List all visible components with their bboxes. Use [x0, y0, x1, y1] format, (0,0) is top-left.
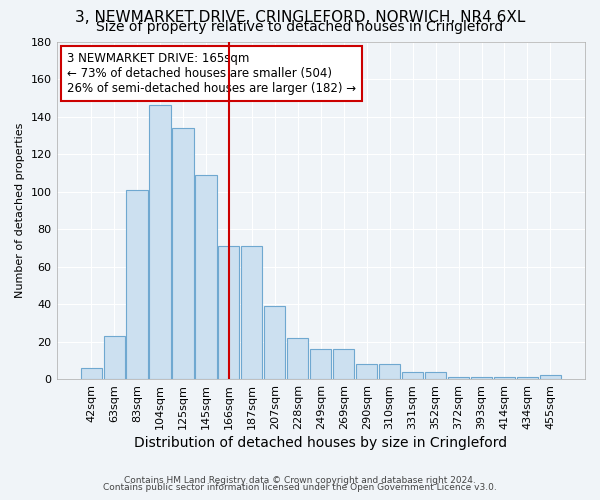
- Bar: [310, 349, 331, 379]
- Bar: [333, 349, 354, 379]
- Bar: [80, 368, 101, 379]
- Bar: [494, 377, 515, 379]
- Bar: [517, 377, 538, 379]
- Bar: [172, 128, 194, 379]
- Bar: [149, 106, 170, 379]
- Bar: [127, 190, 148, 379]
- Text: 3, NEWMARKET DRIVE, CRINGLEFORD, NORWICH, NR4 6XL: 3, NEWMARKET DRIVE, CRINGLEFORD, NORWICH…: [75, 10, 525, 25]
- Bar: [356, 364, 377, 379]
- X-axis label: Distribution of detached houses by size in Cringleford: Distribution of detached houses by size …: [134, 436, 508, 450]
- Bar: [196, 174, 217, 379]
- Bar: [540, 376, 561, 379]
- Bar: [241, 246, 262, 379]
- Y-axis label: Number of detached properties: Number of detached properties: [15, 122, 25, 298]
- Bar: [264, 306, 286, 379]
- Bar: [471, 377, 492, 379]
- Bar: [218, 246, 239, 379]
- Bar: [448, 377, 469, 379]
- Text: 3 NEWMARKET DRIVE: 165sqm
← 73% of detached houses are smaller (504)
26% of semi: 3 NEWMARKET DRIVE: 165sqm ← 73% of detac…: [67, 52, 356, 94]
- Bar: [104, 336, 125, 379]
- Bar: [379, 364, 400, 379]
- Bar: [287, 338, 308, 379]
- Bar: [402, 372, 423, 379]
- Text: Size of property relative to detached houses in Cringleford: Size of property relative to detached ho…: [97, 20, 503, 34]
- Text: Contains public sector information licensed under the Open Government Licence v3: Contains public sector information licen…: [103, 484, 497, 492]
- Text: Contains HM Land Registry data © Crown copyright and database right 2024.: Contains HM Land Registry data © Crown c…: [124, 476, 476, 485]
- Bar: [425, 372, 446, 379]
